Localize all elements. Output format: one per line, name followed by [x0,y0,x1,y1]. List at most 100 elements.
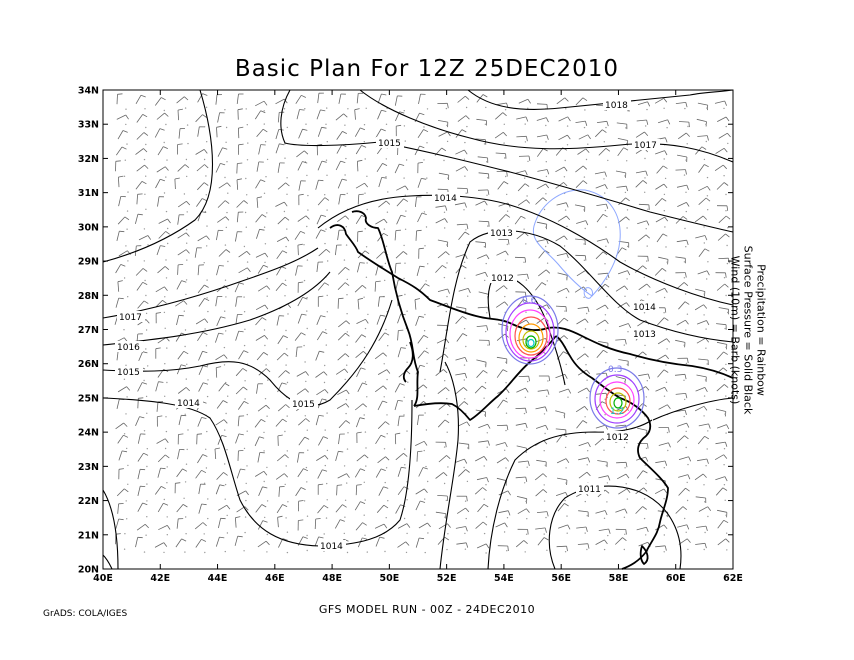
grid-dot [203,482,206,484]
wind-barb [457,115,467,122]
wind-barb-flag [525,116,529,122]
wind-barb [198,503,202,514]
wind-barb-flag [682,216,688,220]
grid-dot [126,447,128,450]
grid-dot [463,466,465,469]
wind-barb-flag [218,265,224,267]
wind-barb [218,518,221,529]
grid-dot [707,261,709,263]
wind-barb [696,525,707,528]
wind-barb [415,537,420,548]
wind-barb-flag [705,525,708,532]
wind-barb-flag [302,128,308,131]
wind-barb-flag [184,96,189,101]
wind-barb-flag [545,425,549,430]
wind-barb [458,231,466,240]
wind-barb [136,114,144,123]
grid-dot [126,143,128,145]
isobar-label: 1016 [117,343,140,353]
grid-dot [164,395,166,397]
wind-barb-flag [566,215,571,221]
grid-dot [225,412,227,415]
wind-barb [717,509,727,513]
grid-dot [364,192,366,194]
grid-dot [644,177,646,179]
wind-barb [337,473,347,479]
wind-barb [575,180,584,188]
wind-barb [295,347,298,358]
wind-barb [394,95,398,106]
wind-barb-flag [403,251,408,255]
wind-barb [314,536,319,547]
wind-barb [215,484,221,495]
grid-dot [385,176,387,178]
grid-dot [644,191,646,193]
grid-dot [565,296,568,299]
isobar-1015-west [102,299,393,407]
wind-barb [635,487,644,495]
wind-barb-flag [625,473,630,479]
grid-dot [603,178,605,180]
grid-dot [663,498,665,500]
wind-barb-flag [183,350,189,355]
isobar-label: 1013 [633,330,656,340]
wind-barb-flag [405,541,410,546]
wind-barb [576,353,586,361]
wind-barb-flag [524,257,526,263]
grid-dot [287,501,289,503]
grid-dot [446,548,448,551]
grid-dot [246,159,249,161]
grid-dot [465,106,468,109]
wind-barb-flag [174,177,180,180]
wind-barb-flag [544,406,548,412]
wind-barb-flag [265,404,270,409]
wind-barb-flag [584,406,589,411]
wind-barb-flag [277,515,283,518]
wind-barb-flag [484,200,488,206]
wind-barb-flag [262,486,268,489]
grid-dot [727,311,729,314]
grid-dot [465,517,467,520]
grid-dot [604,314,607,316]
wind-barb-flag [625,197,630,202]
wind-barb-flag [375,280,381,282]
grid-dot [427,263,429,265]
wind-barb-flag [645,234,650,239]
wind-barb-flag [399,163,405,166]
wind-barb [435,205,446,208]
grid-dot [363,296,365,298]
grid-dot [483,498,485,500]
wind-barb-flag [361,334,367,338]
wind-barb-flag [238,143,244,146]
wind-barb [475,241,486,244]
wind-barb [555,428,566,431]
grid-dot [485,330,487,333]
wind-barb [515,476,526,479]
grid-dot [185,293,187,296]
wind-barb-flag [165,454,170,459]
wind-barb [177,110,179,121]
grid-dot [366,175,368,177]
wind-barb [456,223,467,226]
wind-barb-flag [582,420,588,424]
grid-dot [566,125,569,127]
wind-barb-flag [444,218,448,223]
grid-dot [545,245,547,248]
wind-barb-flag [301,94,306,98]
precip-contour-s6 [613,397,623,409]
wind-barb-flag [345,332,350,337]
wind-barb [175,332,182,342]
wind-barb-flag [143,452,149,456]
grid-dot [427,480,429,483]
grid-dot [325,517,328,519]
wind-barb [698,506,708,512]
wind-barb [394,383,401,393]
grid-dot [226,449,228,451]
grid-dot [663,395,666,397]
wind-barb [197,265,200,276]
wind-barb [675,102,686,104]
wind-barb-flag [466,496,468,502]
wind-barb [635,131,645,138]
wind-barb-flag [423,488,428,494]
legend-line-pressure: Surface Pressure = Solid Black [741,245,755,415]
